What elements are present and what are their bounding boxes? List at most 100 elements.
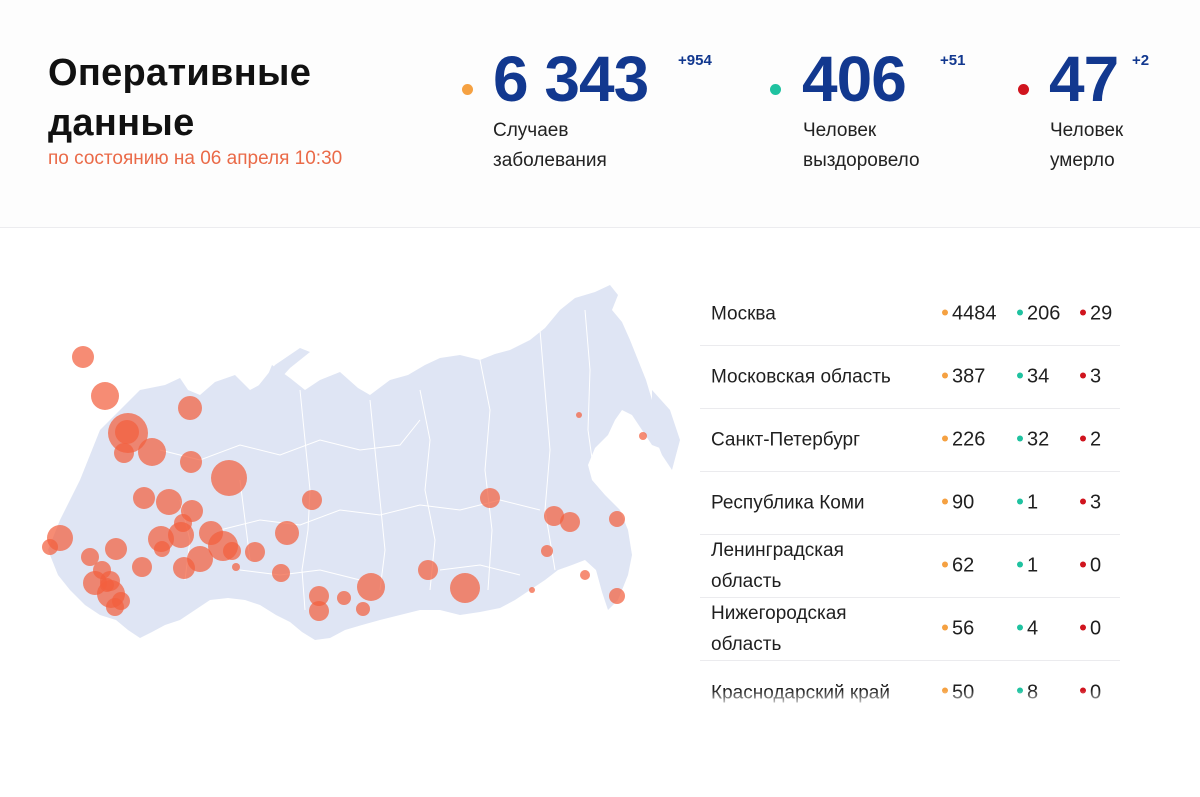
case-bubble[interactable] xyxy=(576,412,582,418)
region-cases-value: 62 xyxy=(952,554,975,577)
case-bubble[interactable] xyxy=(232,563,240,571)
header: Оперативные данные по состоянию на 06 ап… xyxy=(0,0,1200,228)
case-bubble[interactable] xyxy=(223,542,241,560)
case-bubble[interactable] xyxy=(148,526,174,552)
region-cases-value: 226 xyxy=(952,428,986,451)
table-row[interactable]: Москва 4484 206 29 xyxy=(700,283,1120,346)
case-bubble[interactable] xyxy=(337,591,351,605)
case-bubble[interactable] xyxy=(211,460,247,496)
case-bubble[interactable] xyxy=(156,489,182,515)
case-bubble[interactable] xyxy=(275,521,299,545)
case-bubble[interactable] xyxy=(168,522,194,548)
recovered-label-line-1: Человек xyxy=(803,120,877,141)
case-bubble[interactable] xyxy=(180,451,202,473)
region-deaths-value: 0 xyxy=(1090,554,1102,577)
recovered-total: 406 xyxy=(802,43,907,115)
region-recovered-value: 34 xyxy=(1027,365,1050,388)
recovered-delta: +51 xyxy=(940,52,966,69)
table-row[interactable]: Республика Коми 90 1 3 xyxy=(700,472,1120,535)
page-title: Оперативные данные xyxy=(48,48,311,148)
region-name: Санкт-Петербург xyxy=(711,429,861,451)
case-bubble[interactable] xyxy=(72,346,94,368)
cases-label-line-2: заболевания xyxy=(493,150,607,171)
case-bubble[interactable] xyxy=(609,588,625,604)
orange-dot-icon xyxy=(462,84,473,95)
region-deaths-value: 29 xyxy=(1090,302,1113,325)
orange-dot-icon xyxy=(942,561,948,568)
case-bubble[interactable] xyxy=(81,548,99,566)
case-bubble[interactable] xyxy=(115,420,139,444)
deaths-delta: +2 xyxy=(1132,52,1150,69)
case-bubble[interactable] xyxy=(114,443,134,463)
case-bubble[interactable] xyxy=(356,602,370,616)
region-cases: 4484 xyxy=(942,303,997,326)
region-recovered: 4 xyxy=(1017,618,1038,641)
red-dot-icon xyxy=(1080,309,1086,316)
orange-dot-icon xyxy=(942,309,948,316)
green-dot-icon xyxy=(1017,561,1023,568)
case-bubble[interactable] xyxy=(639,432,647,440)
case-bubble[interactable] xyxy=(106,598,124,616)
case-bubble[interactable] xyxy=(105,538,127,560)
title-line-2: данные xyxy=(48,102,195,144)
case-bubble[interactable] xyxy=(245,542,265,562)
cases-label: Случаев заболевания xyxy=(493,116,607,176)
case-bubble[interactable] xyxy=(418,560,438,580)
region-deaths: 2 xyxy=(1080,429,1101,452)
table-row[interactable]: Московская область 387 34 3 xyxy=(700,346,1120,409)
case-bubble[interactable] xyxy=(309,586,329,606)
case-bubble[interactable] xyxy=(309,601,329,621)
region-recovered-value: 32 xyxy=(1027,428,1050,451)
case-bubble[interactable] xyxy=(302,490,322,510)
case-bubble[interactable] xyxy=(544,506,564,526)
table-row[interactable]: Ленинградская область 62 1 0 xyxy=(700,535,1120,598)
region-cases: 226 xyxy=(942,429,985,452)
recovered-label-line-2: выздоровело xyxy=(803,150,920,171)
table-row[interactable]: Санкт-Петербург 226 32 2 xyxy=(700,409,1120,472)
case-bubble[interactable] xyxy=(100,571,120,591)
region-cases-value: 4484 xyxy=(952,302,997,325)
case-bubble[interactable] xyxy=(541,545,553,557)
case-bubble[interactable] xyxy=(91,382,119,410)
orange-dot-icon xyxy=(942,372,948,379)
region-name: Республика Коми xyxy=(711,492,865,514)
cases-label-line-1: Случаев xyxy=(493,120,569,141)
region-recovered: 32 xyxy=(1017,429,1049,452)
red-dot-icon xyxy=(1080,561,1086,568)
case-bubble[interactable] xyxy=(133,487,155,509)
map-svg xyxy=(42,285,680,640)
case-bubble[interactable] xyxy=(138,438,166,466)
deaths-label-line-1: Человек xyxy=(1050,120,1124,141)
case-bubble[interactable] xyxy=(609,511,625,527)
map-land-peninsula xyxy=(652,390,680,470)
region-name: Нижегородская область xyxy=(711,603,847,655)
case-bubble[interactable] xyxy=(47,525,73,551)
region-recovered: 1 xyxy=(1017,492,1038,515)
case-bubble[interactable] xyxy=(132,557,152,577)
red-dot-icon xyxy=(1080,498,1086,505)
region-cases-value: 387 xyxy=(952,365,986,388)
region-recovered-value: 1 xyxy=(1027,491,1039,514)
case-bubble[interactable] xyxy=(187,546,213,572)
deaths-label-line-2: умерло xyxy=(1050,150,1115,171)
region-cases: 56 xyxy=(942,618,974,641)
region-name: Московская область xyxy=(711,366,891,388)
table-row[interactable]: Нижегородская область 56 4 0 xyxy=(700,598,1120,661)
red-dot-icon xyxy=(1018,84,1029,95)
green-dot-icon xyxy=(1017,624,1023,631)
case-bubble[interactable] xyxy=(580,570,590,580)
russia-map[interactable] xyxy=(40,270,680,670)
case-bubbles[interactable] xyxy=(42,346,647,621)
case-bubble[interactable] xyxy=(272,564,290,582)
case-bubble[interactable] xyxy=(560,512,580,532)
orange-dot-icon xyxy=(942,624,948,631)
region-deaths-value: 2 xyxy=(1090,428,1102,451)
case-bubble[interactable] xyxy=(450,573,480,603)
cases-total: 6 343 xyxy=(493,43,649,115)
case-bubble[interactable] xyxy=(480,488,500,508)
case-bubble[interactable] xyxy=(178,396,202,420)
deaths-total: 47 xyxy=(1049,43,1119,115)
case-bubble[interactable] xyxy=(529,587,535,593)
case-bubble[interactable] xyxy=(357,573,385,601)
region-deaths: 0 xyxy=(1080,555,1101,578)
